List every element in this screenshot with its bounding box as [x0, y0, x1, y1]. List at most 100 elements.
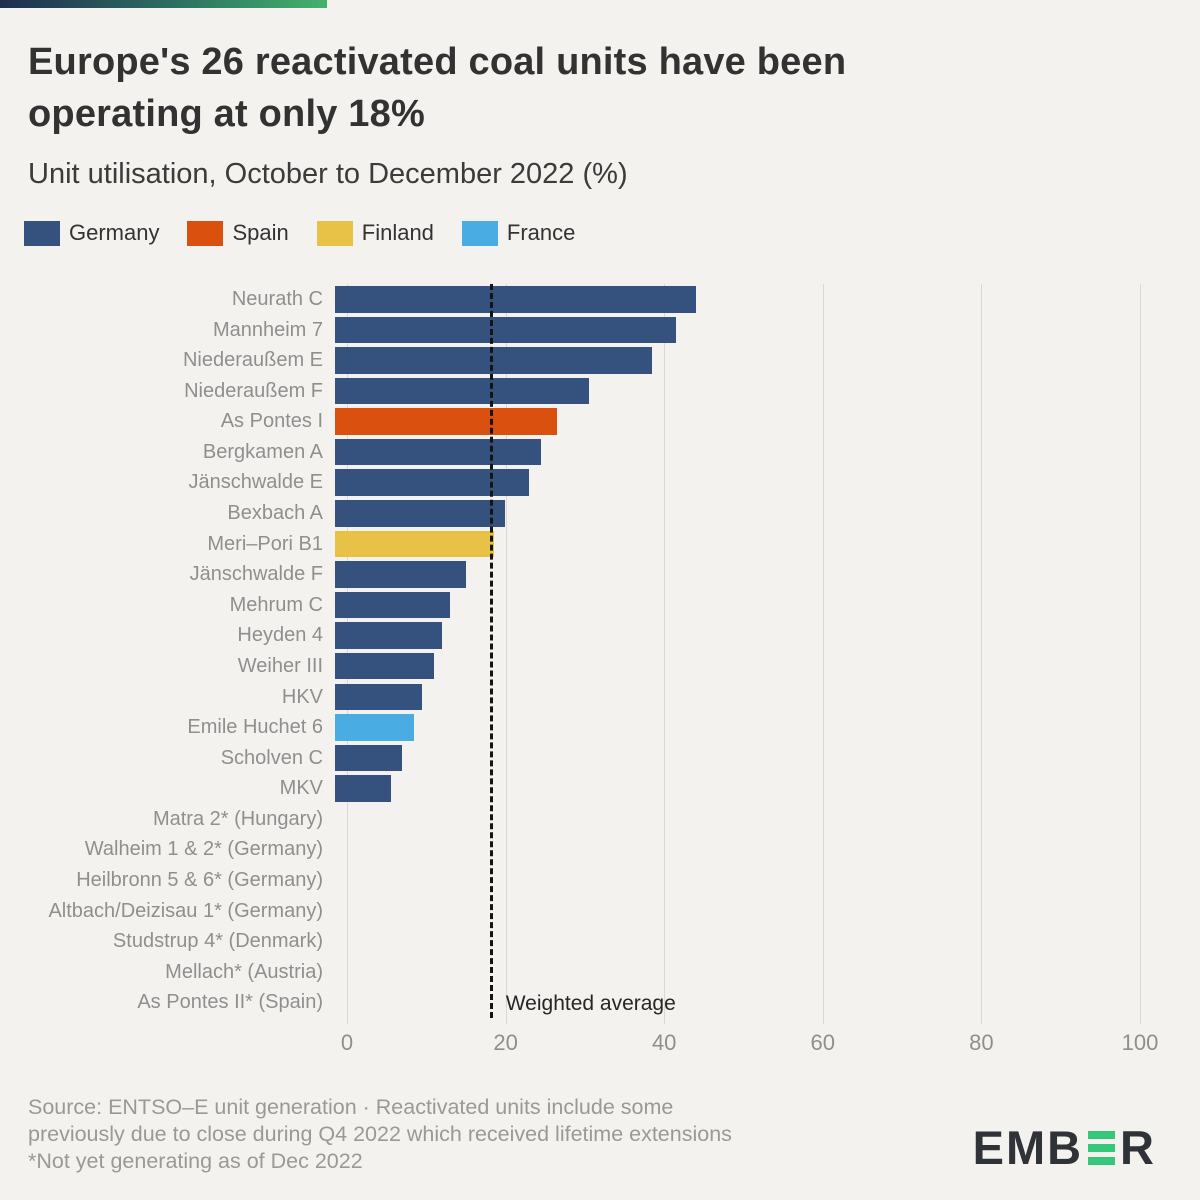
- title-line-2: operating at only 18%: [28, 93, 425, 135]
- chart-row: Neurath C: [0, 284, 1200, 315]
- x-tick-20: 20: [493, 1030, 518, 1055]
- legend-swatch-france: [461, 220, 498, 246]
- row-track: [335, 743, 1128, 774]
- bar-mehrum-c: [335, 591, 450, 619]
- bar-heyden-4: [335, 622, 443, 649]
- bar-mannheim-7: [335, 316, 676, 344]
- source-note: Source: ENTSO–E unit generation · Reacti…: [28, 1094, 732, 1175]
- row-track: [335, 590, 1128, 621]
- x-axis: 0 20 40 60 80 100: [341, 1030, 1158, 1060]
- chart-row: Bexbach A: [0, 498, 1200, 529]
- legend-item-france: France: [461, 220, 576, 246]
- row-label: As Pontes II* (Spain): [137, 991, 323, 1014]
- row-track: [335, 804, 1128, 835]
- chart-row: Mehrum C: [0, 590, 1200, 621]
- gridline-60: [822, 284, 824, 1024]
- chart-subtitle: Unit utilisation, October to December 20…: [28, 158, 628, 190]
- x-tick-80: 80: [969, 1030, 994, 1055]
- row-track: [335, 315, 1128, 346]
- chart-row: Weiher III: [0, 651, 1200, 682]
- legend-item-spain: Spain: [187, 220, 289, 246]
- chart-row: As Pontes II* (Spain): [0, 987, 1200, 1018]
- chart-row: Matra 2* (Hungary): [0, 804, 1200, 835]
- chart-row: MKV: [0, 773, 1200, 804]
- row-track: [335, 498, 1128, 529]
- chart-row: Meri–Pori B1: [0, 529, 1200, 560]
- legend-label: France: [506, 220, 576, 245]
- row-track: [335, 865, 1128, 896]
- bar-as-pontes-i: [335, 408, 558, 435]
- gridline-20: [505, 284, 507, 1024]
- bar-scholven-c: [335, 744, 403, 772]
- chart-row: As Pontes I: [0, 406, 1200, 437]
- bar-hkv: [335, 683, 423, 711]
- row-label: HKV: [281, 685, 323, 708]
- row-label: Altbach/Deizisau 1* (Germany): [48, 899, 323, 922]
- row-label: Bergkamen A: [202, 440, 323, 463]
- gridline-80: [981, 284, 983, 1024]
- row-label: Mehrum C: [229, 593, 323, 616]
- row-track: [335, 406, 1128, 437]
- row-track: [335, 437, 1128, 468]
- legend-item-finland: Finland: [316, 220, 434, 246]
- source-line-2: previously due to close during Q4 2022 w…: [28, 1122, 732, 1146]
- x-tick-40: 40: [651, 1030, 677, 1055]
- gridline-40: [664, 284, 666, 1024]
- row-track: [335, 773, 1128, 804]
- legend-label: Spain: [232, 220, 289, 245]
- row-track: [335, 926, 1128, 957]
- row-track: [335, 620, 1128, 651]
- ember-logo-text-prefix: EMB: [972, 1121, 1084, 1174]
- legend-swatch-finland: [316, 220, 353, 246]
- chart-row: Bergkamen A: [0, 437, 1200, 468]
- legend-swatch-germany: [24, 220, 60, 246]
- bar-niederau-em-e: [335, 347, 653, 374]
- row-label: Matra 2* (Hungary): [152, 807, 323, 830]
- row-label: Niederaußem E: [182, 349, 323, 372]
- gridline-100: [1140, 284, 1141, 1024]
- bar-meri-pori-b1: [335, 530, 494, 558]
- chart-row: Altbach/Deizisau 1* (Germany): [0, 896, 1200, 927]
- chart-row: Walheim 1 & 2* (Germany): [0, 834, 1200, 865]
- ember-logo-text-suffix: R: [1120, 1121, 1156, 1174]
- row-label: As Pontes I: [220, 410, 323, 433]
- row-label: Weiher III: [237, 654, 323, 677]
- row-label: Heilbronn 5 & 6* (Germany): [76, 868, 323, 891]
- chart-row: Niederaußem F: [0, 376, 1200, 407]
- row-label: Studstrup 4* (Denmark): [112, 930, 323, 953]
- row-label: Jänschwalde F: [189, 563, 323, 586]
- chart-row: Jänschwalde F: [0, 559, 1200, 590]
- row-track: [335, 987, 1128, 1018]
- bar-niederau-em-f: [335, 377, 589, 405]
- row-track: [335, 529, 1128, 560]
- x-tick-60: 60: [810, 1030, 836, 1055]
- chart-row: Niederaußem E: [0, 345, 1200, 376]
- row-label: MKV: [279, 777, 323, 800]
- bar-weiher-iii: [335, 652, 435, 680]
- legend-swatch-spain: [187, 220, 224, 246]
- chart-row: Jänschwalde E: [0, 467, 1200, 498]
- page-title: Europe's 26 reactivated coal units have …: [28, 36, 1028, 140]
- chart-rows: Neurath C Mannheim 7 Niederaußem E Niederau…: [0, 284, 1200, 1018]
- x-tick-100: 100: [1121, 1030, 1159, 1055]
- chart-row: Emile Huchet 6: [0, 712, 1200, 743]
- row-track: [335, 712, 1128, 743]
- row-label: Scholven C: [220, 746, 323, 769]
- row-label: Jänschwalde E: [188, 471, 323, 494]
- x-tick-0: 0: [340, 1030, 354, 1055]
- row-track: [335, 957, 1128, 988]
- bar-chart: Neurath C Mannheim 7 Niederaußem E Niederau…: [0, 284, 1200, 1055]
- legend-label: Germany: [69, 220, 160, 245]
- bar-neurath-c: [335, 286, 696, 313]
- row-track: [335, 896, 1128, 927]
- row-track: [335, 682, 1128, 713]
- legend-label: Finland: [361, 220, 434, 245]
- row-label: Heyden 4: [237, 624, 323, 647]
- chart-row: Scholven C: [0, 743, 1200, 774]
- row-label: Mellach* (Austria): [165, 960, 323, 983]
- row-track: [335, 284, 1128, 315]
- bar-bexbach-a: [335, 500, 506, 527]
- row-track: [335, 345, 1128, 376]
- source-line-3: *Not yet generating as of Dec 2022: [28, 1149, 363, 1173]
